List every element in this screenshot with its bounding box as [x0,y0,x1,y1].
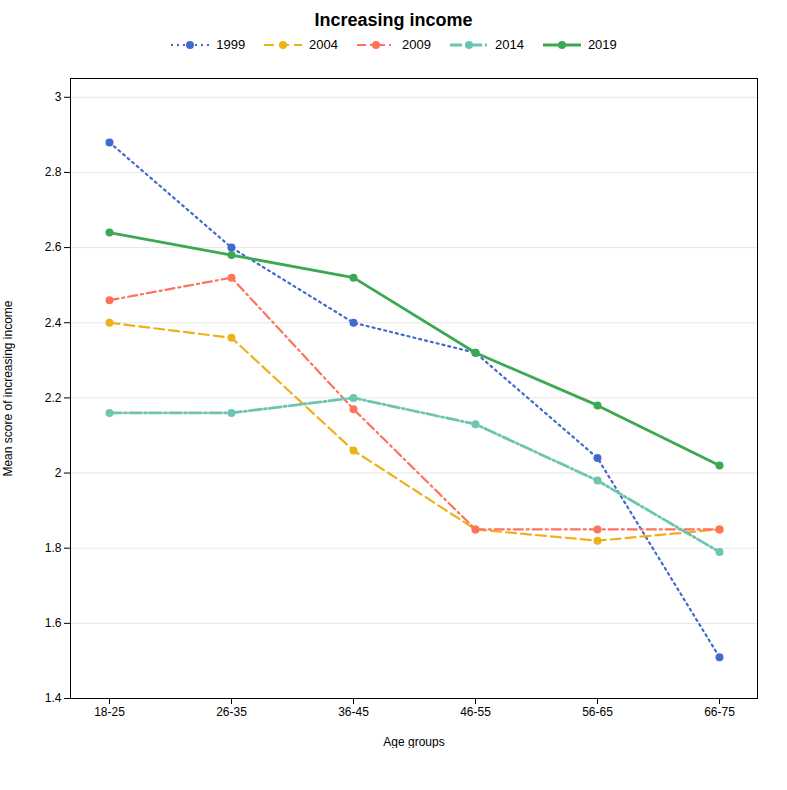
svg-text:66-75: 66-75 [704,705,735,719]
svg-text:2.6: 2.6 [45,240,62,254]
svg-text:2.2: 2.2 [45,391,62,405]
svg-text:26-35: 26-35 [216,705,247,719]
svg-text:1.6: 1.6 [45,616,62,630]
html-text:2014: 2014 [495,37,524,52]
svg-text:56-65: 56-65 [582,705,613,719]
svg-text:2.8: 2.8 [45,165,62,179]
svg-text:1.4: 1.4 [45,691,62,705]
html-text:2009: 2009 [402,37,431,52]
svg-text:46-55: 46-55 [460,705,491,719]
svg-text:Age groups: Age groups [383,735,444,749]
html-text:1999: 1999 [216,37,246,52]
svg-text:3: 3 [55,90,62,104]
svg-text:2.4: 2.4 [45,316,62,330]
svg-text:Mean score of increasing incom: Mean score of increasing income [1,300,15,476]
html-text:Increasing income: Increasing income [314,10,473,30]
svg-text:18-25: 18-25 [94,705,125,719]
html-text:2019: 2019 [587,37,617,52]
html-text:2004: 2004 [309,37,338,52]
svg-text:1.8: 1.8 [45,541,62,555]
svg-text:36-45: 36-45 [338,705,369,719]
svg-text:2: 2 [55,466,62,480]
